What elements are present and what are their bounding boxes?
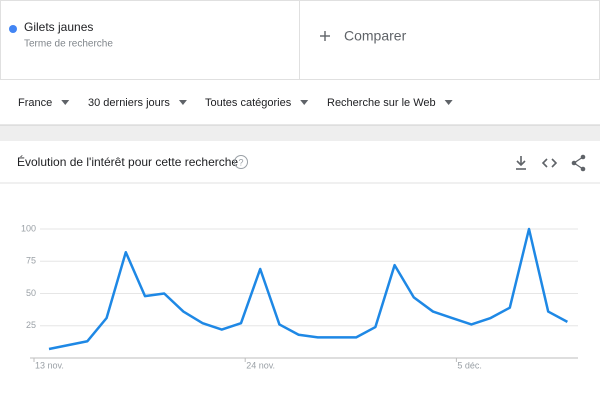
dropdown-arrow [178,100,187,105]
y-tick-label: 100 [21,223,36,233]
help-icon[interactable] [234,155,248,169]
filter-label[interactable]: 30 derniers jours [88,97,170,109]
x-tick-label: 5 déc. [457,360,482,370]
term: Gilets jaunes [24,20,93,34]
help-icon-glyph: ? [238,157,243,167]
separator-band [0,125,600,141]
share-icon[interactable] [571,154,586,172]
compare-label[interactable]: Comparer [344,28,407,44]
filter-label[interactable]: Recherche sur le Web [327,97,436,109]
download-icon[interactable] [516,156,526,170]
x-tick-label: 24 nov. [246,360,275,370]
dropdown-arrow [61,100,70,105]
compare-card[interactable] [299,0,600,80]
y-tick-label: 25 [26,320,36,330]
y-tick-label: 75 [26,256,36,266]
trend-line [48,227,568,351]
filter-label[interactable]: France [18,97,52,109]
dropdown-arrow [444,100,453,105]
filter-label[interactable]: Toutes catégories [205,97,292,109]
chart-title: Évolution de l'intérêt pour cette recher… [17,154,238,169]
x-tick-label: 13 nov. [35,360,64,370]
dropdown-arrow [300,100,309,105]
term-subtitle: Terme de recherche [24,39,113,50]
embed-icon[interactable] [541,158,558,168]
plus-icon [320,31,330,41]
term-dot [9,25,17,33]
y-tick-label: 50 [26,288,36,298]
filters: France 30 derniers jours Toutes catégories… [18,97,453,109]
plot: 25 50 75 100 13 nov. 24 nov. 5 déc. [21,223,578,370]
term-card[interactable] [0,0,300,80]
